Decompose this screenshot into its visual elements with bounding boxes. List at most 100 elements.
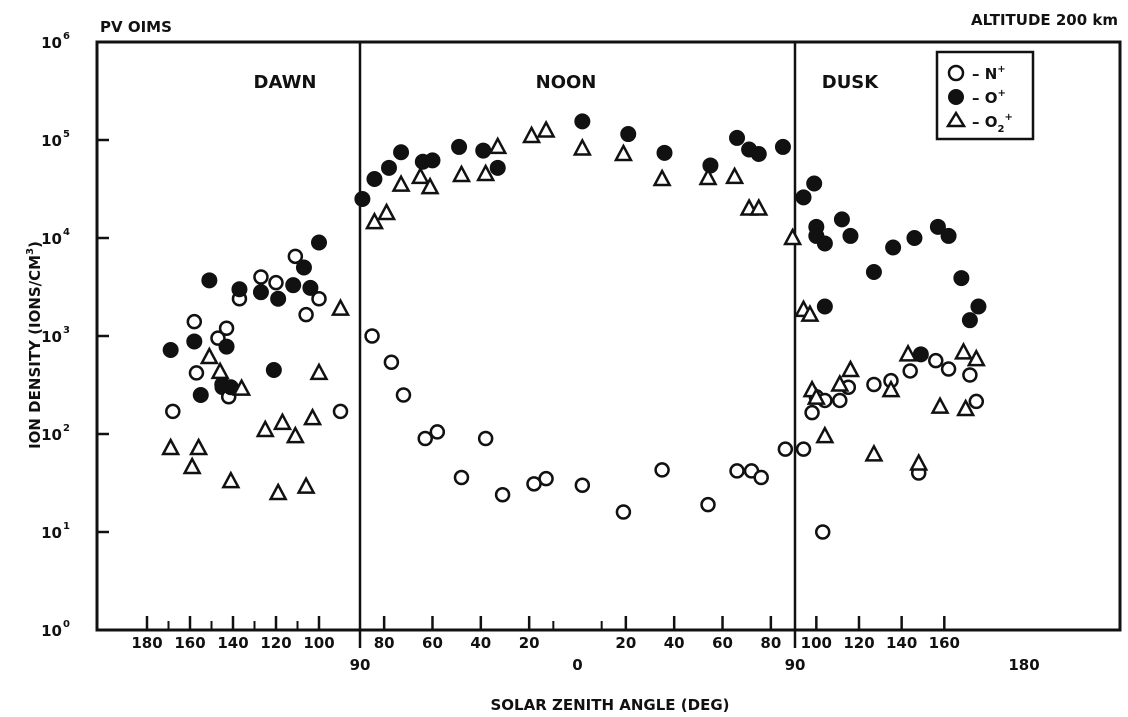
data-point-o-plus — [806, 175, 823, 192]
data-point-n-plus — [866, 376, 882, 393]
legend-label-o2-plus: – O2+ — [972, 112, 1013, 135]
data-point-n-plus — [253, 269, 269, 285]
legend-n-plus-text: – N — [972, 65, 997, 83]
y-tick-exponent: 2 — [63, 423, 70, 434]
data-point-n-plus — [395, 387, 412, 403]
data-point-n-plus — [417, 430, 433, 447]
y-axis-label-close: ) — [26, 241, 44, 248]
x-tick-label: 80 — [374, 634, 395, 652]
data-point-o2-plus — [652, 168, 672, 187]
data-point-o-plus — [162, 341, 179, 358]
legend: – N+ – O+ – O2+ — [935, 50, 1035, 141]
legend-label-n-plus: – N+ — [972, 64, 1006, 83]
data-point-n-plus — [962, 367, 978, 383]
data-point-o-plus — [295, 259, 312, 276]
data-point-o2-plus — [749, 197, 769, 216]
data-point-o2-plus — [806, 386, 826, 405]
section-label-noon: NOON — [536, 72, 597, 93]
data-point-n-plus — [654, 462, 670, 478]
data-point-o2-plus — [161, 437, 181, 456]
x-tick-label: 160 — [929, 634, 960, 652]
data-point-o2-plus — [330, 298, 351, 316]
data-point-n-plus — [753, 469, 769, 486]
legend-o2-plus-text: – O — [972, 113, 997, 131]
y-axis-label-text: ION DENSITY (IONS/CM — [26, 255, 44, 449]
data-point-o2-plus — [302, 407, 323, 426]
data-point-o-plus — [252, 284, 269, 301]
data-point-o-plus — [574, 113, 591, 130]
data-point-n-plus — [287, 248, 304, 265]
data-point-n-plus — [615, 504, 632, 520]
data-point-n-plus — [364, 328, 380, 344]
x-tick-label: 100 — [303, 634, 334, 652]
x-tick-label-secondary: 90 — [785, 656, 806, 674]
data-point-o2-plus — [420, 176, 440, 195]
data-point-n-plus — [268, 274, 284, 291]
section-label-dawn: DAWN — [254, 72, 317, 93]
legend-label-o-plus: – O+ — [972, 88, 1006, 107]
data-point-n-plus — [453, 469, 470, 486]
data-point-o-plus — [302, 279, 319, 296]
legend-o2-plus-sub: 2 — [997, 124, 1004, 135]
y-tick-exponent: 3 — [63, 325, 70, 336]
data-point-n-plus — [383, 354, 400, 370]
data-point-o-plus — [795, 189, 812, 206]
x-tick-label: 100 — [801, 634, 832, 652]
data-point-o-plus — [285, 277, 302, 294]
data-point-o-plus — [729, 129, 746, 146]
section-label-dusk: DUSK — [822, 72, 880, 93]
data-point-n-plus — [700, 496, 716, 513]
data-point-n-plus — [538, 470, 554, 487]
x-tick-label: 120 — [260, 634, 291, 652]
data-point-o-plus — [865, 263, 882, 280]
data-point-o-plus — [380, 159, 397, 176]
data-point-o-plus — [265, 361, 282, 378]
data-point-n-plus — [311, 290, 327, 307]
data-point-n-plus — [477, 430, 494, 447]
y-axis-label-sup: 3 — [25, 248, 36, 255]
data-point-o2-plus — [613, 143, 634, 162]
data-point-o-plus — [186, 333, 203, 350]
data-point-o2-plus — [953, 341, 974, 360]
data-point-o-plus — [393, 144, 410, 161]
x-tick-label: 160 — [174, 634, 205, 652]
data-point-o2-plus — [725, 166, 745, 185]
data-point-o-plus — [906, 230, 923, 246]
data-point-o2-plus — [521, 125, 542, 144]
data-point-o-plus — [842, 227, 859, 244]
data-point-o-plus — [451, 138, 468, 155]
x-tick-label-secondary: 180 — [1008, 656, 1039, 674]
x-tick-label: 20 — [519, 634, 540, 652]
data-point-o-plus — [218, 338, 235, 355]
data-point-o2-plus — [410, 166, 430, 185]
data-point-o-plus — [970, 298, 987, 315]
chart-title-left: PV OIMS — [100, 18, 172, 36]
data-points — [161, 113, 987, 540]
chart-title-right: ALTITUDE 200 km — [971, 11, 1118, 29]
data-point-o-plus — [270, 290, 287, 307]
x-tick-label: 140 — [886, 634, 917, 652]
data-point-o-plus — [366, 170, 383, 187]
y-tick-label: 10 — [41, 524, 62, 542]
legend-o-plus-sup: + — [997, 88, 1005, 99]
legend-filled-circle-icon — [948, 89, 964, 105]
data-point-n-plus — [218, 320, 235, 336]
data-point-o2-plus — [182, 456, 202, 475]
data-point-n-plus — [795, 441, 812, 457]
y-tick-exponent: 4 — [63, 227, 70, 238]
x-axis-ticks: 180 160 140 120 100 80 60 40 20 20 40 60 80 100 120 140… — [131, 616, 1040, 674]
data-point-n-plus — [429, 424, 446, 440]
data-point-n-plus — [940, 361, 957, 377]
y-tick-exponent: 1 — [63, 521, 70, 532]
data-point-o2-plus — [221, 470, 241, 489]
data-point-o-plus — [833, 211, 850, 228]
data-point-o2-plus — [800, 304, 820, 322]
y-tick-label: 10 — [41, 34, 62, 52]
data-point-o-plus — [192, 387, 209, 404]
data-point-o-plus — [656, 144, 673, 161]
data-point-o-plus — [475, 142, 492, 159]
legend-n-plus-sup: + — [997, 64, 1005, 75]
data-point-o2-plus — [391, 174, 411, 192]
data-point-o-plus — [940, 227, 957, 244]
